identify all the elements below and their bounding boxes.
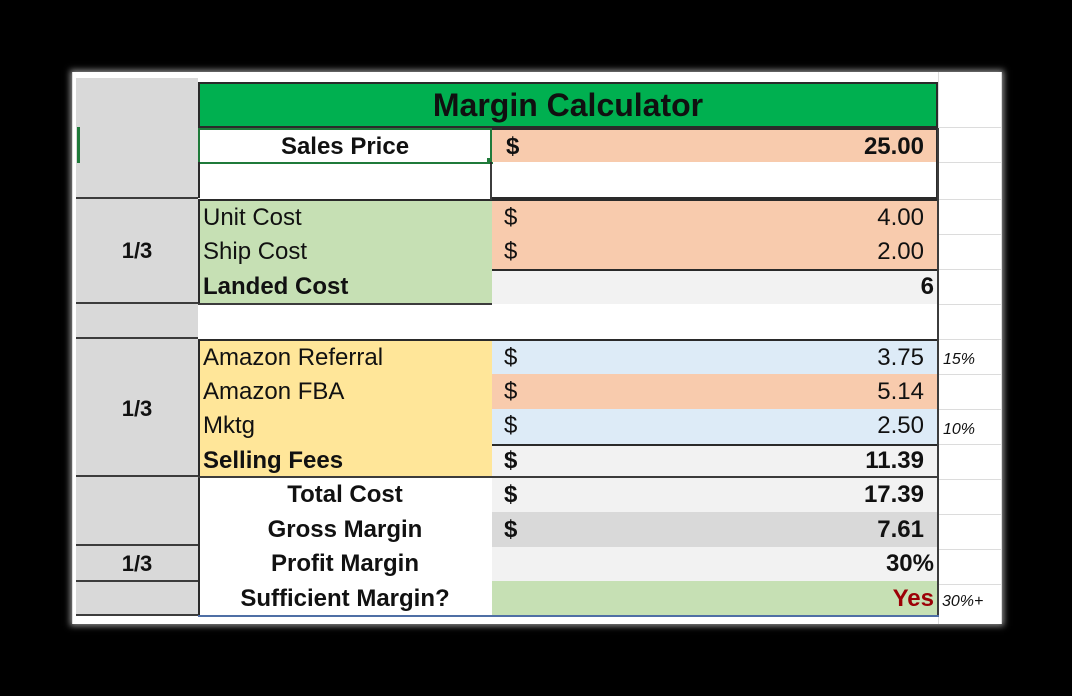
amazon-referral-value: 3.75	[877, 344, 924, 371]
ship-cost-value: 2.00	[877, 238, 924, 265]
amazon-fba-input[interactable]	[492, 374, 938, 409]
mktg-label: Mktg	[203, 412, 256, 439]
mktg-currency: $	[504, 412, 518, 439]
sufficient-margin-label: Sufficient Margin?	[240, 585, 450, 612]
selling-fees-cell	[492, 444, 938, 477]
gross-margin-currency: $	[504, 516, 518, 543]
gross-margin-cell	[492, 512, 938, 547]
profit-margin-label: Profit Margin	[271, 550, 419, 577]
ship-cost-input[interactable]	[492, 234, 938, 269]
unit-cost-value: 4.00	[877, 204, 924, 231]
cogs-ratio: 1/3	[121, 238, 153, 263]
blank-cell-left[interactable]	[198, 162, 492, 198]
amazon-referral-note: 15%	[943, 351, 976, 368]
amazon-fba-currency: $	[504, 378, 518, 405]
selling-fees-label: Selling Fees	[203, 447, 344, 474]
total-cost-cell	[492, 478, 938, 512]
amazon-referral-label: Amazon Referral	[203, 344, 384, 371]
landed-cost-value: 6	[920, 273, 934, 300]
unit-cost-label: Unit Cost	[203, 204, 302, 231]
landed-cost-label: Landed Cost	[203, 273, 349, 300]
fees-labels-block	[198, 339, 492, 477]
selling-fees-currency: $	[504, 447, 518, 474]
total-cost-currency: $	[504, 481, 518, 508]
title-bar: Margin Calculator	[198, 82, 938, 128]
sales-price-value: 25.00	[863, 133, 924, 160]
profit-ratio: 1/3	[121, 551, 153, 576]
spreadsheet: 1/3 1/3 1/3 Margin Calculator Sales Pric…	[72, 72, 1002, 624]
total-cost-label: Total Cost	[287, 481, 403, 508]
amazon-fba-label: Amazon FBA	[203, 378, 345, 405]
sales-price-label: Sales Price	[280, 133, 410, 160]
cogs-labels-block	[198, 199, 492, 304]
fees-ratio: 1/3	[121, 396, 153, 421]
landed-cost-cell	[492, 269, 938, 304]
sufficient-margin-value: Yes	[892, 585, 934, 612]
sufficient-margin-cell	[492, 581, 938, 615]
sales-price-label-cell[interactable]: Sales Price	[198, 128, 492, 164]
mktg-note: 10%	[943, 421, 976, 438]
gross-margin-label: Gross Margin	[267, 516, 423, 543]
mktg-value: 2.50	[877, 412, 924, 439]
sufficient-margin-note: 30%+	[942, 593, 984, 610]
fill-handle[interactable]	[487, 158, 493, 164]
gross-margin-value: 7.61	[877, 516, 924, 543]
selling-fees-value: 11.39	[865, 447, 924, 474]
amazon-referral-currency: $	[504, 344, 518, 371]
amazon-fba-value: 5.14	[877, 378, 924, 405]
amazon-referral-cell	[492, 339, 938, 374]
mktg-cell	[492, 409, 938, 444]
unit-cost-input[interactable]	[492, 199, 938, 234]
ship-cost-label: Ship Cost	[203, 238, 308, 265]
blank-cell-right[interactable]	[490, 162, 938, 199]
sales-price-currency: $	[506, 133, 520, 160]
active-row-marker	[77, 127, 80, 163]
sales-price-input[interactable]: $ 25.00	[492, 128, 938, 162]
total-cost-value: 17.39	[863, 481, 924, 508]
summary-left-border	[198, 477, 200, 617]
side-column	[76, 78, 198, 616]
unit-cost-currency: $	[504, 204, 518, 231]
page-title: Margin Calculator	[432, 87, 704, 123]
ship-cost-currency: $	[504, 238, 518, 265]
profit-margin-value: 30%	[885, 550, 934, 577]
profit-margin-cell	[492, 547, 938, 581]
